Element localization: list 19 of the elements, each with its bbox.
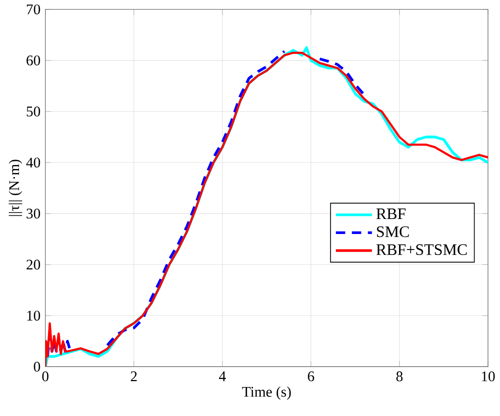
x-tick-label: 2 [130,371,137,382]
x-tick-label: 0 [42,371,48,382]
legend-label: RBF+STSMC [376,244,467,256]
x-axis-title: Time (s) [242,386,291,400]
y-tick-label: 60 [26,55,40,66]
y-tick-label: 30 [26,208,40,218]
x-tick-label: 10 [482,371,495,382]
y-tick-label: 50 [26,106,40,116]
y-tick-label: 70 [26,4,40,14]
legend-label: RBF [376,208,406,220]
x-tick-label: 6 [308,371,314,382]
y-tick-label: 0 [34,362,40,372]
y-tick-label: 20 [26,260,40,270]
x-tick-label: 8 [396,371,403,382]
y-tick-label: 40 [26,158,40,168]
x-tick-label: 4 [219,371,226,382]
legend-label: SMC [376,226,409,238]
y-axis-title: ||τ|| (N·m) [8,160,22,216]
y-tick-label: 10 [27,310,40,321]
